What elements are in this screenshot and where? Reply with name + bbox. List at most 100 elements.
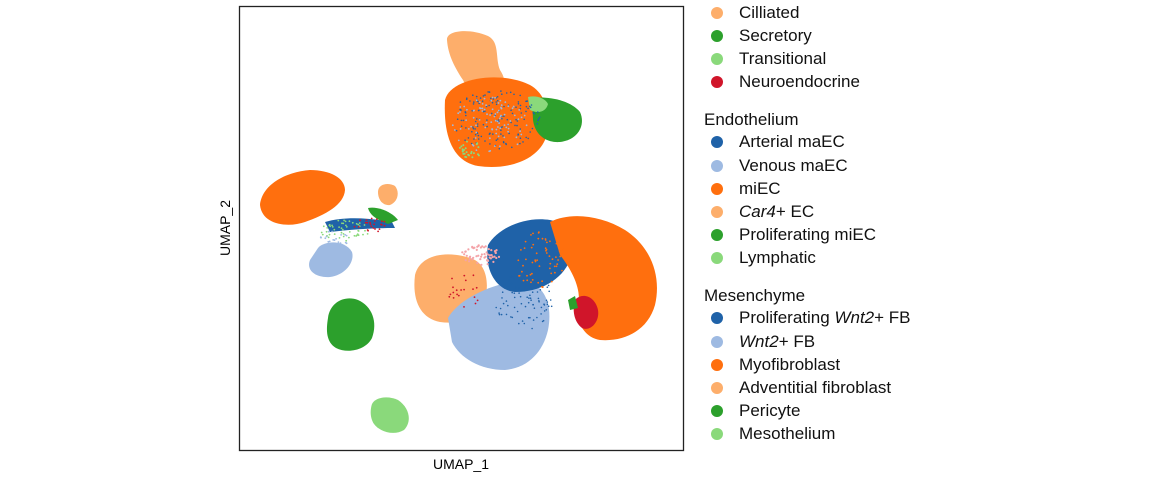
cluster-point: [527, 301, 530, 304]
cluster-point: [465, 119, 467, 122]
cluster-point: [474, 137, 477, 139]
cluster-point: [544, 238, 547, 240]
cluster-point: [502, 141, 505, 144]
cluster-point: [533, 112, 535, 115]
legend-label: Secretory: [739, 25, 812, 45]
cluster-point: [476, 299, 479, 302]
cluster-point: [510, 276, 512, 278]
cluster-point: [343, 219, 345, 222]
cluster-point: [522, 264, 524, 267]
cluster-point: [477, 254, 480, 257]
cluster-point: [549, 267, 551, 270]
cluster-point: [518, 287, 520, 289]
cluster-point: [479, 97, 482, 99]
cluster-point: [372, 227, 375, 229]
cluster-point: [488, 133, 491, 135]
cluster-point: [528, 105, 531, 108]
cluster-point: [475, 124, 477, 127]
cluster-point: [487, 91, 489, 93]
legend-marker: [711, 358, 723, 371]
legend-marker: [711, 382, 723, 395]
legend-marker: [711, 182, 723, 195]
cluster-point: [474, 302, 477, 305]
cluster-venous-left: [309, 242, 353, 278]
cluster-point: [470, 125, 472, 128]
cluster-point: [484, 245, 487, 248]
cluster-point: [501, 291, 504, 294]
cluster-point: [532, 111, 535, 114]
legend-marker: [711, 335, 723, 348]
cluster-point: [523, 247, 526, 250]
cluster-point: [525, 105, 528, 108]
cluster-point: [524, 240, 527, 243]
legend-label: Lymphatic: [739, 248, 816, 268]
legend-item: Mesothelium: [704, 423, 1144, 446]
cluster-point: [534, 273, 536, 275]
cluster-point: [518, 322, 520, 325]
cluster-point: [467, 127, 470, 130]
cluster-point: [539, 289, 542, 291]
legend-marker: [711, 52, 723, 65]
cluster-point: [509, 91, 512, 94]
legend-marker: [711, 136, 723, 149]
cluster-point: [472, 94, 474, 96]
cluster-point: [461, 148, 464, 151]
cluster-point: [544, 247, 547, 250]
cluster-point: [505, 126, 508, 129]
cluster-point: [507, 130, 509, 133]
cluster-point: [501, 297, 503, 299]
cluster-point: [529, 297, 532, 300]
cluster-point: [499, 99, 502, 102]
cluster-point: [501, 93, 503, 95]
cluster-point: [546, 286, 549, 289]
cluster-point: [490, 99, 493, 102]
cluster-point: [511, 291, 513, 294]
cluster-point: [496, 120, 499, 123]
cluster-point: [481, 103, 484, 105]
cluster-point: [484, 110, 486, 113]
cluster-point: [490, 112, 493, 115]
cluster-point: [482, 95, 485, 97]
cluster-point: [484, 140, 486, 142]
cluster-point: [334, 244, 337, 246]
cluster-point: [495, 101, 498, 103]
cluster-point: [525, 136, 527, 139]
cluster-point: [457, 139, 460, 142]
cluster-point: [501, 126, 504, 128]
cluster-point: [530, 299, 532, 302]
cluster-point: [503, 124, 506, 126]
legend-marker: [711, 252, 723, 265]
cluster-point: [321, 233, 324, 236]
cluster-point: [362, 233, 364, 236]
cluster-point: [551, 258, 554, 261]
cluster-point: [472, 288, 474, 290]
cluster-point: [486, 125, 488, 128]
cluster-point: [370, 217, 373, 220]
cluster-point: [338, 237, 341, 239]
cluster-point: [325, 245, 328, 248]
cluster-pericyte-speck: [568, 296, 578, 310]
cluster-point: [457, 112, 460, 115]
cluster-point: [488, 150, 491, 153]
cluster-point: [532, 232, 534, 235]
cluster-point: [468, 154, 470, 157]
cluster-point: [483, 253, 486, 256]
cluster-point: [348, 236, 350, 239]
cluster-point: [341, 228, 344, 231]
cluster-point: [492, 98, 495, 100]
cluster-point: [515, 106, 517, 108]
cluster-point: [497, 102, 500, 104]
cluster-point: [328, 224, 331, 227]
cluster-point: [498, 312, 500, 314]
cluster-point: [540, 306, 543, 309]
cluster-point: [333, 233, 336, 236]
cluster-point: [502, 302, 505, 305]
cluster-point: [531, 272, 533, 275]
cluster-point: [485, 105, 488, 108]
cluster-point: [523, 114, 526, 117]
legend-item: Cilliated: [704, 1, 1144, 24]
cluster-point: [483, 108, 486, 111]
cluster-point: [498, 147, 501, 150]
legend-label: Neuroendocrine: [739, 72, 860, 92]
cluster-point: [370, 225, 373, 228]
